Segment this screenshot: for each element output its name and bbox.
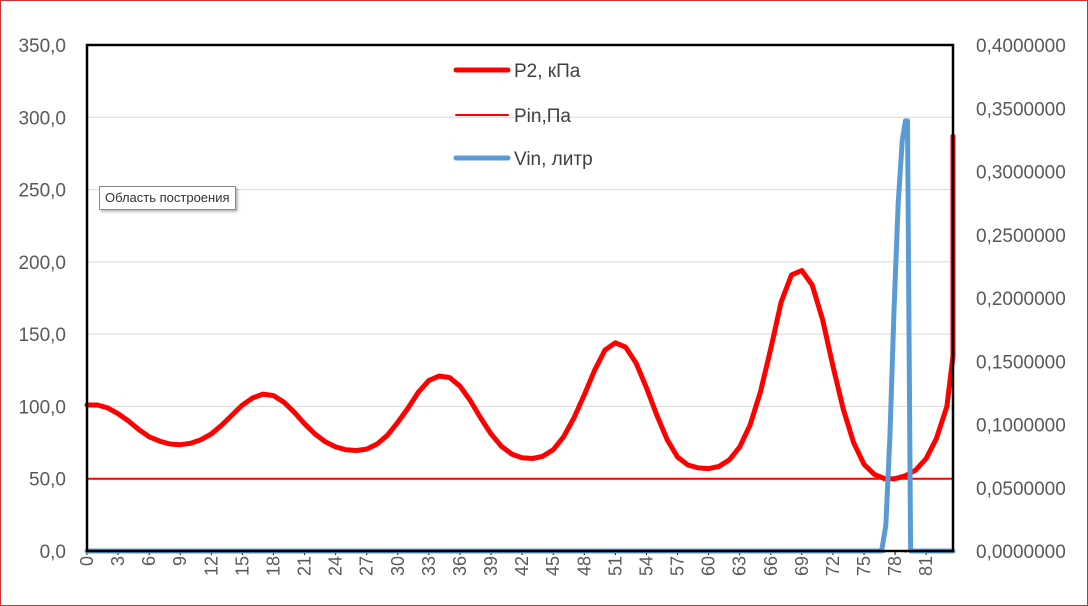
x-tick-label: 15 — [232, 556, 252, 576]
plot-border — [85, 43, 955, 553]
x-tick-label: 36 — [450, 556, 470, 576]
plot-area-tooltip: Область построения — [99, 186, 236, 210]
x-tick-label: 51 — [605, 556, 625, 576]
x-tick-label: 6 — [139, 556, 159, 566]
x-tick-label: 81 — [916, 556, 936, 576]
x-tick-label: 3 — [108, 556, 128, 566]
x-tick-label: 21 — [295, 556, 315, 576]
y-right-tick-label: 0,1000000 — [976, 416, 1066, 437]
x-tick-label: 57 — [668, 556, 688, 576]
series-line-2 — [84, 118, 956, 554]
y-left-tick-label: 250,0 — [18, 181, 66, 202]
y-right-tick-label: 0,0500000 — [976, 479, 1066, 500]
y-right-tick-label: 0,0000000 — [976, 542, 1066, 563]
x-tick-label: 18 — [263, 556, 283, 576]
y-left-tick-label: 150,0 — [18, 325, 66, 346]
x-tick-label: 12 — [201, 556, 221, 576]
y-left-tick-label: 350,0 — [18, 36, 66, 57]
y-left-tick-label: 200,0 — [18, 253, 66, 274]
y-right-tick-label: 0,1500000 — [976, 352, 1066, 373]
y-right-tick-label: 0,4000000 — [976, 36, 1066, 57]
x-tick-label: 66 — [761, 556, 781, 576]
x-tick-label: 9 — [170, 556, 190, 566]
x-tick-label: 72 — [823, 556, 843, 576]
x-tick-label: 39 — [481, 556, 501, 576]
legend-label: Pin,Па — [514, 106, 571, 127]
x-tick-label: 24 — [326, 556, 346, 576]
legend-label: P2, кПа — [514, 61, 581, 82]
y-left-tick-label: 50,0 — [29, 470, 66, 491]
x-tick-label: 0 — [77, 556, 97, 566]
y-right-tick-label: 0,2500000 — [976, 226, 1066, 247]
x-tick-label: 30 — [388, 556, 408, 576]
x-tick-label: 60 — [699, 556, 719, 576]
x-tick-label: 27 — [357, 556, 377, 576]
series-line-0 — [84, 133, 956, 482]
y-right-tick-label: 0,3000000 — [976, 163, 1066, 184]
y-right-tick-label: 0,2000000 — [976, 289, 1066, 310]
legend-label: Vin, литр — [514, 149, 593, 170]
x-tick-label: 54 — [636, 556, 656, 576]
x-tick-label: 33 — [419, 556, 439, 576]
y-left-tick-label: 300,0 — [18, 108, 66, 129]
y-right-tick-label: 0,3500000 — [976, 99, 1066, 120]
x-tick-label: 42 — [512, 556, 532, 576]
y-left-tick-label: 0,0 — [40, 542, 66, 563]
x-tick-label: 45 — [543, 556, 563, 576]
x-tick-label: 48 — [574, 556, 594, 576]
y-left-tick-label: 100,0 — [18, 397, 66, 418]
x-tick-label: 69 — [792, 556, 812, 576]
x-tick-label: 75 — [854, 556, 874, 576]
x-tick-label: 63 — [730, 556, 750, 576]
x-tick-label: 78 — [885, 556, 905, 576]
plot-area — [87, 45, 953, 551]
